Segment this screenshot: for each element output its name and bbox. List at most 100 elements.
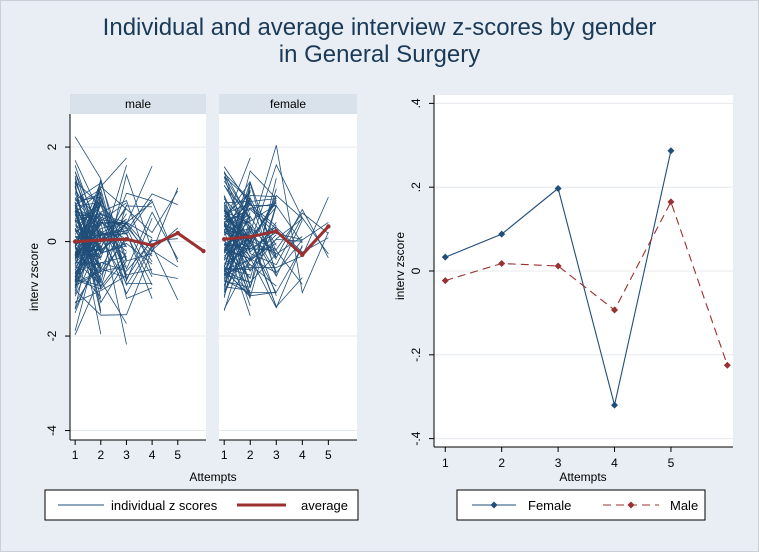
individual-trajectory (74, 193, 178, 234)
individual-trajectory (74, 235, 102, 287)
individual-trajectory (223, 172, 251, 201)
data-point-male (498, 259, 506, 267)
x-tick-label: 3 (273, 448, 280, 462)
individual-trajectory (74, 225, 127, 237)
y-tick-label: .4 (409, 98, 423, 108)
individual-trajectory (224, 264, 277, 287)
average-line-male (75, 231, 205, 253)
data-point-male (441, 277, 449, 285)
chart-title: Individual and average interview z-score… (0, 14, 759, 68)
y-tick-label: 0 (45, 238, 59, 245)
individual-trajectory (74, 203, 153, 286)
x-tick-label: 5 (668, 456, 675, 470)
y-tick-label: -.2 (409, 347, 423, 361)
legend-label-female: Female (528, 498, 571, 513)
title-line-1: Individual and average interview z-score… (102, 14, 657, 41)
individual-trajectory (224, 286, 251, 291)
individual-trajectory (74, 136, 102, 180)
individual-trajectory (223, 222, 329, 277)
data-point-female (498, 230, 506, 238)
individual-trajectory (223, 259, 251, 310)
individual-trajectory (74, 173, 179, 284)
individual-trajectory (223, 195, 303, 266)
x-tick-label: 5 (174, 448, 181, 462)
x-tick-label: 1 (221, 448, 228, 462)
individual-trajectory (223, 191, 251, 279)
individual-trajectory (74, 228, 127, 324)
average-point (248, 234, 253, 240)
average-point (326, 224, 331, 229)
left-chart-group: male 1 2 3 4 5 female 1 2 3 4 5 -4 -2 0 2 interv zscore A… (27, 94, 359, 521)
x-axis-title: Attempts (189, 470, 236, 484)
x-tick-label: 4 (299, 448, 306, 462)
individual-trajectory (75, 249, 101, 254)
y-tick-label: -2 (45, 330, 59, 341)
individual-trajectory (74, 188, 153, 283)
individual-trajectory (74, 224, 102, 248)
individual-trajectory (223, 185, 251, 218)
individual-trajectory (223, 172, 251, 248)
x-axis-title: Attempts (559, 470, 606, 484)
individual-trajectory (223, 205, 277, 298)
data-point-male (554, 262, 562, 270)
individual-trajectory (74, 178, 153, 265)
individual-trajectory (223, 196, 251, 287)
x-tick-label: 4 (611, 456, 618, 470)
individual-trajectory (223, 170, 277, 268)
plot-area (219, 114, 357, 440)
individual-trajectory (223, 223, 277, 294)
y-tick-label: -.4 (409, 431, 423, 445)
legend-label-average: average (301, 498, 348, 513)
legend-label-male: Male (670, 498, 698, 513)
average-point (222, 237, 227, 242)
title-line-2: in General Surgery (278, 41, 481, 68)
individual-trajectory (74, 247, 102, 314)
average-point (149, 243, 155, 248)
individual-trajectory (74, 180, 127, 283)
average-point (300, 252, 305, 257)
x-tick-label: 3 (123, 448, 130, 462)
individual-trajectory (74, 259, 102, 286)
data-point-female (667, 147, 675, 155)
y-tick-label: 0 (409, 267, 423, 274)
right-chart-group: -.4 -.2 0 .2 .4 1 2 3 4 5 interv zscore Attempts Fem… (393, 95, 733, 521)
x-tick-label: 3 (555, 456, 562, 470)
individual-trajectory (224, 194, 303, 248)
legend-marker-male (627, 501, 635, 509)
individual-trajectory (74, 201, 153, 269)
y-axis-title: interv zscore (27, 243, 41, 311)
x-tick-label: 1 (72, 448, 79, 462)
data-point-female (441, 253, 449, 261)
average-point (124, 237, 129, 242)
legend-marker-female (490, 501, 498, 509)
data-point-male (667, 198, 675, 206)
facet-header (219, 94, 357, 114)
average-point (175, 230, 180, 236)
facet-header (70, 94, 206, 114)
y-tick-label: 2 (45, 143, 59, 150)
individual-trajectory (223, 185, 303, 278)
average-point (201, 248, 206, 254)
average-point (274, 228, 279, 234)
average-point (98, 237, 103, 243)
data-point-male (723, 361, 731, 369)
x-tick-label: 2 (97, 448, 104, 462)
individual-trajectory (74, 171, 102, 233)
facet-label-female: female (270, 97, 306, 111)
y-tick-label: -4 (45, 425, 59, 436)
individual-trajectory (74, 192, 127, 270)
individual-trajectory (74, 265, 127, 283)
average-point (72, 239, 78, 244)
x-tick-label: 5 (325, 448, 332, 462)
x-tick-label: 2 (498, 456, 505, 470)
individual-trajectory (74, 201, 179, 289)
individual-trajectory (223, 207, 303, 309)
facet-label-male: male (125, 97, 151, 111)
data-point-female (611, 401, 619, 409)
individual-trajectory (223, 212, 329, 257)
x-tick-label: 4 (149, 448, 156, 462)
individual-trajectory (74, 216, 153, 286)
individual-trajectory (224, 242, 277, 271)
x-tick-label: 1 (442, 456, 449, 470)
